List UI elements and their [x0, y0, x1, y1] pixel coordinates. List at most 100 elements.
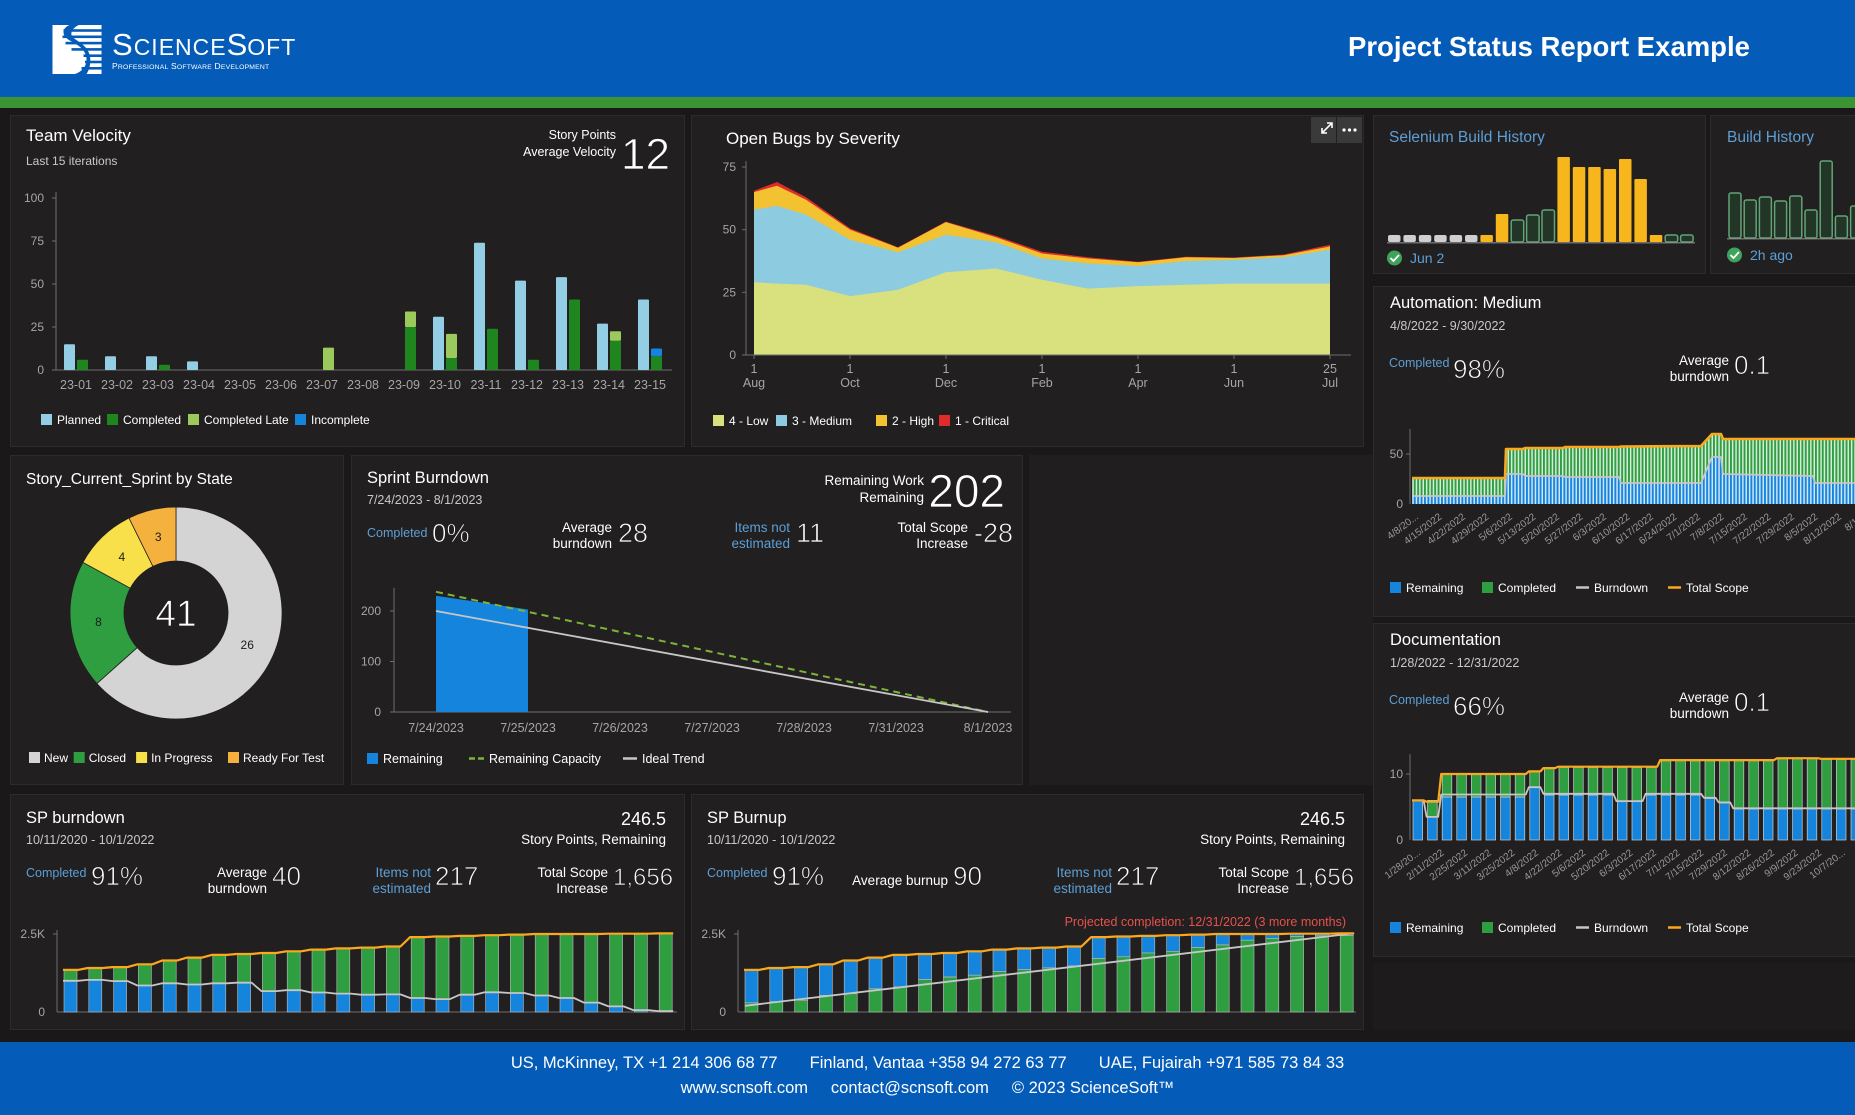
svg-text:0: 0 [719, 1005, 726, 1019]
svg-text:10: 10 [1390, 767, 1404, 781]
svg-text:91%: 91% [772, 861, 824, 891]
svg-text:Burndown: Burndown [1594, 921, 1648, 935]
svg-text:23-07: 23-07 [306, 378, 338, 392]
svg-text:Incomplete: Incomplete [311, 413, 370, 427]
svg-text:200: 200 [361, 604, 381, 618]
svg-text:1,656: 1,656 [1294, 864, 1354, 891]
svg-text:Selenium Build History: Selenium Build History [1389, 129, 1545, 146]
svg-text:Completed: Completed [367, 526, 427, 540]
svg-text:1/28/2022 - 12/31/2022: 1/28/2022 - 12/31/2022 [1390, 656, 1519, 670]
svg-text:New: New [44, 751, 68, 765]
svg-text:estimated: estimated [731, 536, 790, 551]
svg-text:Total Scope: Total Scope [1218, 865, 1289, 880]
svg-text:Average: Average [562, 520, 612, 535]
svg-text:1: 1 [1231, 362, 1238, 376]
svg-text:SP Burnup: SP Burnup [707, 809, 787, 827]
svg-text:8/1...: 8/1... [1843, 512, 1855, 534]
svg-text:0: 0 [1396, 833, 1403, 847]
svg-text:23-15: 23-15 [634, 378, 666, 392]
svg-text:Items not: Items not [375, 865, 431, 880]
svg-text:Remaining: Remaining [1406, 921, 1463, 935]
svg-text:41: 41 [155, 593, 196, 634]
svg-text:8: 8 [95, 615, 102, 629]
svg-text:Aug: Aug [743, 376, 765, 390]
svg-text:Completed: Completed [1389, 356, 1449, 370]
svg-text:Sprint Burndown: Sprint Burndown [367, 469, 489, 487]
svg-text:100: 100 [361, 655, 381, 669]
svg-text:Completed: Completed [1389, 693, 1449, 707]
svg-text:Dec: Dec [935, 376, 957, 390]
svg-text:23-03: 23-03 [142, 378, 174, 392]
svg-text:7/27/2023: 7/27/2023 [684, 721, 740, 735]
svg-text:Closed: Closed [89, 751, 126, 765]
svg-text:Team Velocity: Team Velocity [26, 126, 131, 145]
svg-text:246.5: 246.5 [621, 809, 666, 829]
svg-text:10/11/2020 - 10/1/2022: 10/11/2020 - 10/1/2022 [707, 833, 835, 847]
svg-text:Projected completion: 12/31/20: Projected completion: 12/31/2022 (3 more… [1065, 915, 1346, 929]
svg-text:7/25/2023: 7/25/2023 [500, 721, 556, 735]
svg-text:0: 0 [1396, 497, 1403, 511]
svg-text:SP burndown: SP burndown [26, 809, 125, 827]
svg-text:Remaining Work: Remaining Work [824, 473, 924, 488]
svg-text:Remaining: Remaining [1406, 581, 1463, 595]
svg-text:estimated: estimated [372, 881, 431, 896]
svg-text:Items not: Items not [1056, 865, 1112, 880]
svg-text:7/31/2023: 7/31/2023 [868, 721, 924, 735]
svg-text:1: 1 [751, 362, 758, 376]
svg-text:Total Scope: Total Scope [537, 865, 608, 880]
svg-text:Planned: Planned [57, 413, 101, 427]
svg-text:217: 217 [435, 861, 478, 891]
svg-text:28: 28 [618, 518, 648, 548]
svg-text:Average: Average [1679, 353, 1729, 368]
svg-text:23-02: 23-02 [101, 378, 133, 392]
svg-text:4: 4 [119, 550, 126, 564]
svg-text:91%: 91% [91, 861, 143, 891]
svg-text:40: 40 [272, 861, 301, 891]
svg-text:Apr: Apr [1128, 376, 1147, 390]
svg-text:25: 25 [31, 320, 45, 334]
svg-text:Documentation: Documentation [1390, 631, 1501, 649]
svg-text:23-08: 23-08 [347, 378, 379, 392]
svg-text:4/8/2022 - 9/30/2022: 4/8/2022 - 9/30/2022 [1390, 319, 1505, 333]
svg-text:0: 0 [38, 1005, 45, 1019]
svg-text:7/28/2023: 7/28/2023 [776, 721, 832, 735]
svg-text:2.5K: 2.5K [701, 927, 726, 941]
svg-text:burndown: burndown [1670, 369, 1729, 384]
svg-text:Ready For Test: Ready For Test [243, 751, 325, 765]
svg-text:23-01: 23-01 [60, 378, 92, 392]
svg-text:2h ago: 2h ago [1750, 247, 1793, 263]
svg-text:Remaining: Remaining [859, 490, 924, 505]
svg-text:3 - Medium: 3 - Medium [792, 414, 852, 428]
svg-text:Completed: Completed [1498, 921, 1556, 935]
svg-text:Build History: Build History [1727, 129, 1814, 146]
svg-text:0: 0 [374, 705, 381, 719]
svg-text:7/24/2023: 7/24/2023 [408, 721, 464, 735]
svg-text:Story Points, Remaining: Story Points, Remaining [521, 832, 666, 847]
svg-text:2.5K: 2.5K [20, 927, 45, 941]
svg-text:10/11/2020 - 10/1/2022: 10/11/2020 - 10/1/2022 [26, 833, 154, 847]
svg-text:Average burnup: Average burnup [852, 873, 948, 888]
svg-text:Feb: Feb [1031, 376, 1053, 390]
svg-text:23-05: 23-05 [224, 378, 256, 392]
svg-text:Last 15 iterations: Last 15 iterations [26, 154, 117, 168]
svg-text:1,656: 1,656 [613, 864, 673, 891]
svg-text:75: 75 [31, 234, 45, 248]
svg-text:Jul: Jul [1322, 376, 1338, 390]
svg-text:90: 90 [953, 861, 982, 891]
svg-text:12: 12 [621, 130, 670, 179]
svg-text:In Progress: In Progress [151, 751, 212, 765]
svg-text:Completed: Completed [707, 866, 767, 880]
svg-text:Jun: Jun [1224, 376, 1244, 390]
svg-text:1: 1 [1039, 362, 1046, 376]
svg-text:Story Points, Remaining: Story Points, Remaining [1200, 832, 1345, 847]
svg-text:246.5: 246.5 [1300, 809, 1345, 829]
svg-text:1: 1 [1135, 362, 1142, 376]
svg-text:Average: Average [1679, 690, 1729, 705]
svg-text:100: 100 [24, 191, 44, 205]
svg-text:Burndown: Burndown [1594, 581, 1648, 595]
svg-text:50: 50 [1390, 447, 1404, 461]
svg-text:Remaining Capacity: Remaining Capacity [489, 752, 602, 766]
svg-text:23-14: 23-14 [593, 378, 625, 392]
svg-text:4 - Low: 4 - Low [729, 414, 769, 428]
svg-text:23-10: 23-10 [429, 378, 461, 392]
